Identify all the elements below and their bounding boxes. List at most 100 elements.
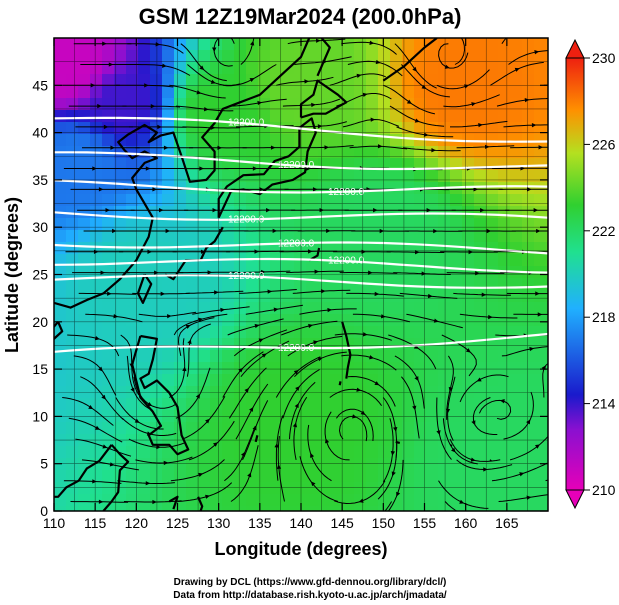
- field-cell: [306, 398, 319, 411]
- field-cell: [450, 254, 463, 267]
- field-cell: [522, 494, 535, 507]
- field-cell: [126, 494, 139, 507]
- field-cell: [198, 50, 211, 63]
- wind-arrow: [374, 381, 380, 386]
- wind-arrow: [147, 402, 153, 406]
- field-cell: [90, 506, 103, 511]
- field-cell: [258, 362, 271, 375]
- field-cell: [198, 278, 211, 291]
- field-cell: [522, 38, 535, 51]
- wind-arrow: [102, 41, 107, 46]
- field-cell: [546, 182, 548, 195]
- field-cell: [138, 98, 151, 111]
- field-cell: [474, 494, 487, 507]
- field-cell: [474, 182, 487, 195]
- field-cell: [162, 86, 175, 99]
- field-cell: [342, 494, 355, 507]
- field-cell: [126, 326, 139, 339]
- field-cell: [246, 302, 259, 315]
- field-cell: [78, 494, 91, 507]
- field-cell: [462, 62, 475, 75]
- field-cell: [438, 74, 451, 87]
- field-cell: [546, 218, 548, 231]
- field-cell: [498, 302, 511, 315]
- wind-arrow: [314, 269, 320, 274]
- field-cell: [246, 194, 259, 207]
- wind-arrow: [276, 464, 282, 470]
- field-cell: [150, 458, 163, 471]
- field-cell: [78, 446, 91, 459]
- field-cell: [282, 446, 295, 459]
- field-cell: [186, 122, 199, 135]
- wind-arrow: [129, 363, 134, 369]
- field-cell: [486, 194, 499, 207]
- field-cell: [282, 362, 295, 375]
- wind-arrow: [105, 207, 110, 213]
- field-cell: [486, 182, 499, 195]
- field-cell: [450, 50, 463, 63]
- field-cell: [546, 38, 548, 51]
- field-cell: [258, 50, 271, 63]
- field-cell: [246, 62, 259, 75]
- field-cell: [198, 350, 211, 363]
- field-cell: [234, 494, 247, 507]
- field-cell: [246, 386, 259, 399]
- field-cell: [402, 38, 415, 51]
- field-cell: [222, 278, 235, 291]
- field-cell: [486, 230, 499, 243]
- field-cell: [366, 122, 379, 135]
- field-cell: [90, 326, 103, 339]
- wind-arrow: [273, 307, 279, 312]
- field-cell: [486, 254, 499, 267]
- field-cell: [402, 254, 415, 267]
- field-cell: [210, 290, 223, 303]
- field-cell: [282, 494, 295, 507]
- field-cell: [342, 314, 355, 327]
- field-cell: [234, 374, 247, 387]
- field-cell: [234, 38, 247, 51]
- field-cell: [438, 446, 451, 459]
- field-cell: [426, 266, 439, 279]
- field-cell: [102, 158, 115, 171]
- wind-arrow: [483, 467, 488, 472]
- field-cell: [330, 170, 343, 183]
- field-cell: [258, 494, 271, 507]
- field-cell: [174, 86, 187, 99]
- field-cell: [138, 254, 151, 267]
- field-cell: [162, 290, 175, 303]
- field-cell: [546, 242, 548, 255]
- wind-arrow: [165, 228, 171, 234]
- field-cell: [450, 170, 463, 183]
- wind-arrow: [524, 23, 529, 27]
- field-cell: [222, 134, 235, 147]
- field-cell: [354, 206, 367, 219]
- field-cell: [270, 482, 283, 495]
- field-cell: [198, 182, 211, 195]
- field-cell: [210, 338, 223, 351]
- field-cell: [402, 110, 415, 123]
- field-cell: [78, 86, 91, 99]
- field-cell: [462, 86, 475, 99]
- field-cell: [258, 74, 271, 87]
- field-cell: [270, 38, 283, 51]
- field-cell: [90, 446, 103, 459]
- x-tick-label: 125: [166, 515, 190, 531]
- field-cell: [114, 62, 127, 75]
- wind-arrow: [317, 124, 323, 129]
- wind-arrow: [536, 228, 541, 234]
- contour-label: 12200.0: [328, 187, 365, 198]
- field-cell: [354, 50, 367, 63]
- wind-arrow: [294, 403, 299, 409]
- field-cell: [186, 158, 199, 171]
- field-cell: [162, 506, 175, 511]
- field-cell: [486, 206, 499, 219]
- wind-arrow: [321, 289, 326, 294]
- field-cell: [498, 314, 511, 327]
- field-cell: [282, 146, 295, 159]
- field-cell: [486, 122, 499, 135]
- field-cell: [402, 86, 415, 99]
- field-cell: [426, 230, 439, 243]
- field-cell: [378, 374, 391, 387]
- field-cell: [354, 98, 367, 111]
- field-cell: [438, 506, 451, 511]
